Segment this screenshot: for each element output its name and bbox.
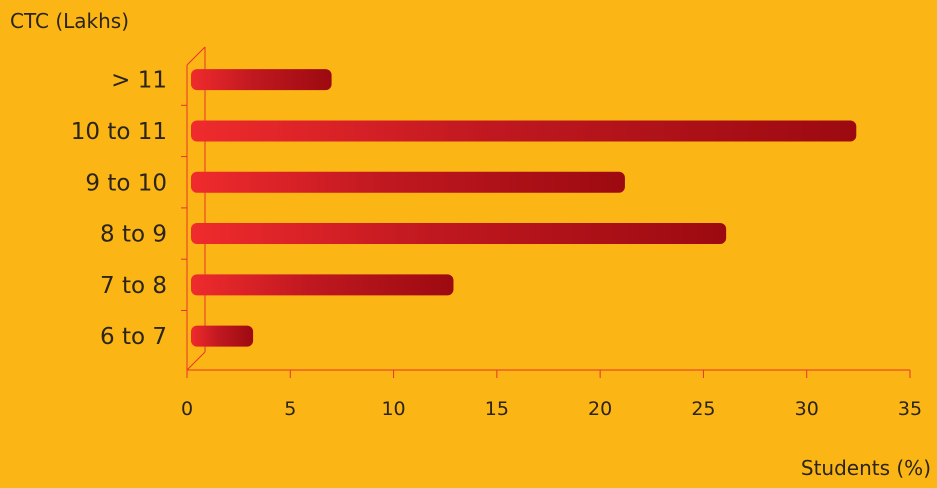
x-tick-label: 30 — [795, 398, 819, 420]
y-axis-bottom-edge — [186, 351, 206, 371]
x-tick-label: 5 — [284, 398, 296, 420]
x-tick-label: 35 — [898, 398, 922, 420]
x-tick-labels: 0 5 10 15 20 25 30 35 — [181, 398, 922, 420]
y-axis-title: CTC (Lakhs) — [10, 9, 129, 33]
chart-axes — [181, 46, 911, 378]
bar — [191, 69, 332, 91]
category-label: 8 to 9 — [100, 222, 167, 248]
x-tick-label: 25 — [691, 398, 715, 420]
x-tick-label: 20 — [588, 398, 612, 420]
category-label: 7 to 8 — [100, 273, 167, 299]
category-label: > 11 — [111, 68, 167, 94]
bar — [191, 325, 254, 347]
bar — [191, 274, 454, 296]
bar — [191, 120, 857, 142]
x-tick-label: 15 — [485, 398, 509, 420]
y-axis-top-edge — [186, 46, 206, 66]
bar — [191, 171, 625, 193]
x-axis-title: Students (%) — [801, 456, 931, 480]
category-label: 9 to 10 — [85, 170, 167, 196]
bar-series — [191, 69, 857, 347]
x-tick-label: 10 — [381, 398, 405, 420]
category-label: 10 to 11 — [71, 119, 167, 145]
category-label: 6 to 7 — [100, 324, 167, 350]
category-labels: > 11 10 to 11 9 to 10 8 to 9 7 to 8 6 to 7 — [71, 68, 167, 350]
x-tick-label: 0 — [181, 398, 193, 420]
bar — [191, 223, 727, 245]
